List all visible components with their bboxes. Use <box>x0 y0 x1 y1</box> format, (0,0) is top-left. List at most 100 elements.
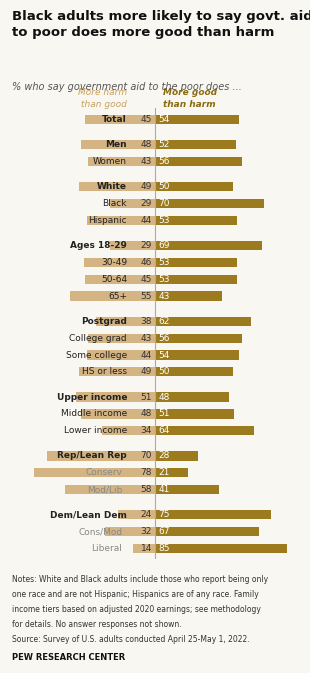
Text: Some college: Some college <box>66 351 127 359</box>
Bar <box>81 140 155 149</box>
Text: 85: 85 <box>158 544 170 553</box>
Text: Cons/Mod: Cons/Mod <box>78 527 122 536</box>
Text: 49: 49 <box>140 182 152 191</box>
Bar <box>155 275 237 284</box>
Bar <box>76 392 155 402</box>
Bar <box>87 216 155 225</box>
Text: Lower income: Lower income <box>64 426 127 435</box>
Bar <box>133 544 155 553</box>
Text: More harm
than good: More harm than good <box>78 88 127 108</box>
Text: Notes: White and Black adults include those who report being only: Notes: White and Black adults include th… <box>12 575 268 584</box>
Bar <box>88 157 155 166</box>
Text: one race and are not Hispanic; Hispanics are of any race. Family: one race and are not Hispanic; Hispanics… <box>12 590 259 599</box>
Text: 67: 67 <box>158 527 170 536</box>
Text: 49: 49 <box>140 367 152 376</box>
Text: Middle income: Middle income <box>61 409 127 419</box>
Bar <box>105 527 155 536</box>
Bar <box>65 485 155 494</box>
Text: 41: 41 <box>158 485 170 494</box>
Text: 30-49: 30-49 <box>101 258 127 267</box>
Bar <box>84 258 155 267</box>
Text: 69: 69 <box>158 241 170 250</box>
Text: College grad: College grad <box>69 334 127 343</box>
Text: 78: 78 <box>140 468 152 477</box>
Bar <box>155 199 264 208</box>
Text: 43: 43 <box>158 291 170 301</box>
Text: Hispanic: Hispanic <box>88 216 127 225</box>
Text: HS or less: HS or less <box>82 367 127 376</box>
Text: 38: 38 <box>140 317 152 326</box>
Bar <box>85 115 155 124</box>
Bar <box>34 468 155 477</box>
Text: 34: 34 <box>140 426 152 435</box>
Text: 50: 50 <box>158 367 170 376</box>
Text: Liberal: Liberal <box>91 544 122 553</box>
Text: Black: Black <box>103 199 127 208</box>
Text: 28: 28 <box>158 452 170 460</box>
Text: Rep/Lean Rep: Rep/Lean Rep <box>57 452 127 460</box>
Text: 53: 53 <box>158 275 170 284</box>
Bar <box>155 468 188 477</box>
Bar <box>155 115 239 124</box>
Text: 54: 54 <box>158 115 170 124</box>
Text: Total: Total <box>102 115 127 124</box>
Bar <box>155 510 271 520</box>
Bar <box>96 317 155 326</box>
Text: Upper income: Upper income <box>57 392 127 402</box>
Text: Ages 18-29: Ages 18-29 <box>70 241 127 250</box>
Bar <box>81 409 155 419</box>
Bar <box>155 140 236 149</box>
Text: 62: 62 <box>158 317 170 326</box>
Text: 14: 14 <box>140 544 152 553</box>
Text: 52: 52 <box>158 140 170 149</box>
Text: 21: 21 <box>158 468 170 477</box>
Text: 32: 32 <box>140 527 152 536</box>
Bar <box>155 527 259 536</box>
Text: PEW RESEARCH CENTER: PEW RESEARCH CENTER <box>12 653 126 662</box>
Text: More good
than harm: More good than harm <box>163 88 217 108</box>
Bar <box>155 334 242 343</box>
Text: 54: 54 <box>158 351 170 359</box>
Text: 58: 58 <box>140 485 152 494</box>
Bar <box>155 485 219 494</box>
Bar <box>70 291 155 301</box>
Text: Mod/Lib: Mod/Lib <box>87 485 122 494</box>
Bar <box>155 182 232 191</box>
Text: Women: Women <box>93 157 127 166</box>
Text: Dem/Lean Dem: Dem/Lean Dem <box>50 510 127 520</box>
Text: Source: Survey of U.S. adults conducted April 25-May 1, 2022.: Source: Survey of U.S. adults conducted … <box>12 635 250 643</box>
Text: 46: 46 <box>140 258 152 267</box>
Bar <box>79 182 155 191</box>
Bar <box>155 216 237 225</box>
Text: 65+: 65+ <box>108 291 127 301</box>
Bar <box>155 317 251 326</box>
Text: 45: 45 <box>140 275 152 284</box>
Text: 56: 56 <box>158 157 170 166</box>
Bar <box>155 258 237 267</box>
Text: 70: 70 <box>140 452 152 460</box>
Text: Black adults more likely to say govt. aid
to poor does more good than harm: Black adults more likely to say govt. ai… <box>12 10 310 39</box>
Bar <box>102 426 155 435</box>
Text: 48: 48 <box>140 140 152 149</box>
Text: 29: 29 <box>140 241 152 250</box>
Text: 48: 48 <box>140 409 152 419</box>
Text: 29: 29 <box>140 199 152 208</box>
Text: 51: 51 <box>140 392 152 402</box>
Text: 55: 55 <box>140 291 152 301</box>
Text: 48: 48 <box>158 392 170 402</box>
Text: 43: 43 <box>140 157 152 166</box>
Bar <box>88 334 155 343</box>
Bar <box>79 367 155 376</box>
Bar <box>155 426 254 435</box>
Text: 53: 53 <box>158 216 170 225</box>
Bar <box>110 199 155 208</box>
Bar <box>155 291 222 301</box>
Text: 24: 24 <box>141 510 152 520</box>
Text: 44: 44 <box>141 216 152 225</box>
Text: 45: 45 <box>140 115 152 124</box>
Text: 51: 51 <box>158 409 170 419</box>
Text: income tiers based on adjusted 2020 earnings; see methodology: income tiers based on adjusted 2020 earn… <box>12 605 261 614</box>
Text: Postgrad: Postgrad <box>81 317 127 326</box>
Text: 50: 50 <box>158 182 170 191</box>
Bar <box>118 510 155 520</box>
